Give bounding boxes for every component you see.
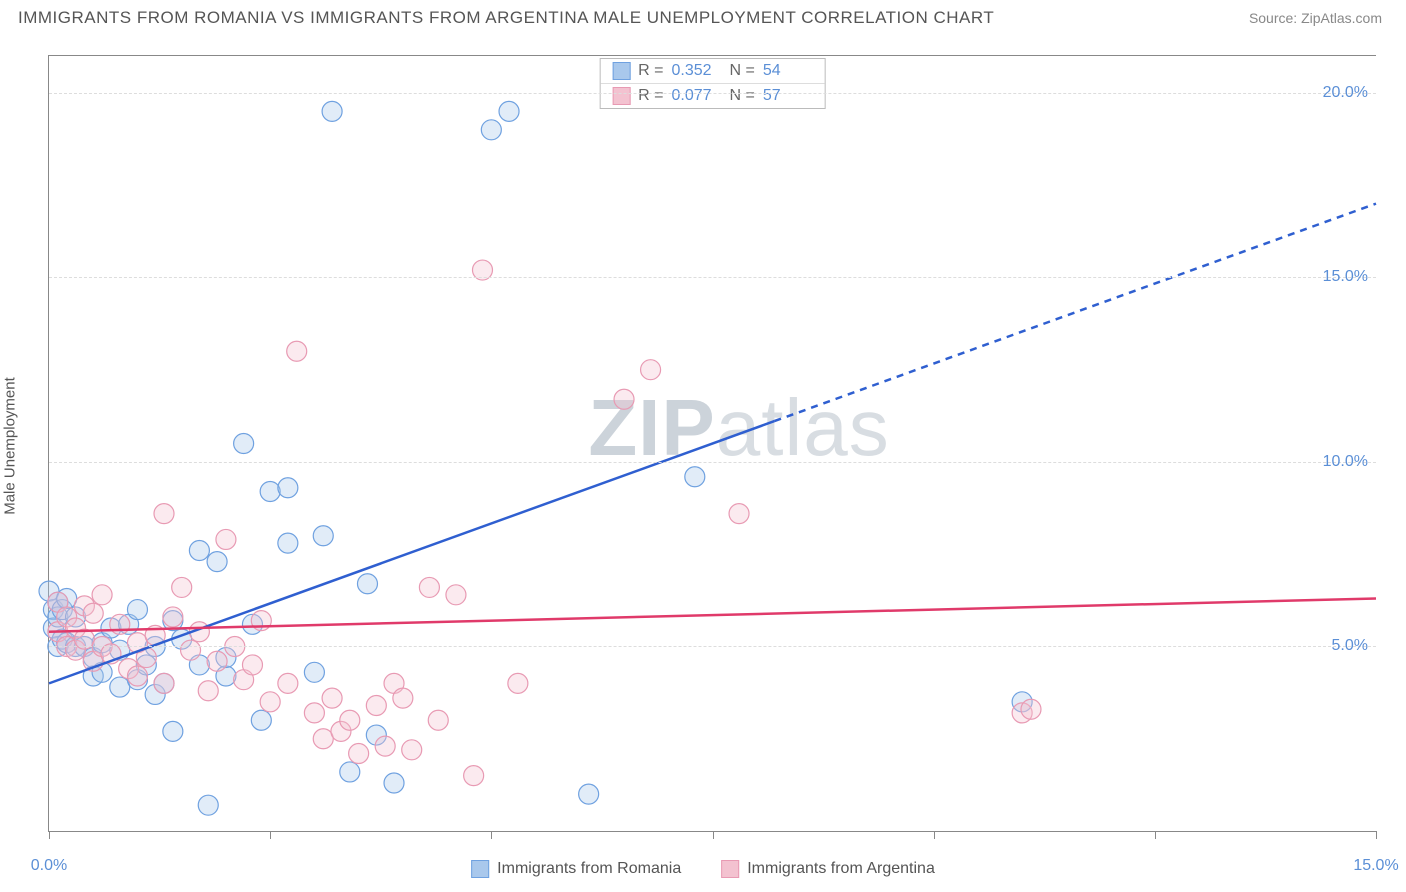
legend-row-romania: R = 0.352 N = 54 [600,59,825,83]
chart-plot-area: ZIPatlas R = 0.352 N = 54 R = 0.077 N = … [48,55,1376,832]
correlation-legend: R = 0.352 N = 54 R = 0.077 N = 57 [599,58,826,109]
x-tick-label-min: 0.0% [31,857,67,875]
y-axis-label: Male Unemployment [2,377,19,515]
swatch-argentina [612,87,630,105]
y-tick-label: 15.0% [1323,268,1368,286]
legend-row-argentina: R = 0.077 N = 57 [600,83,825,108]
y-tick-label: 5.0% [1332,637,1368,655]
swatch-romania [612,62,630,80]
series-legend: Immigrants from Romania Immigrants from … [471,860,935,878]
x-tick-label-max: 15.0% [1353,857,1398,875]
y-tick-label: 20.0% [1323,84,1368,102]
swatch-romania-bottom [471,860,489,878]
chart-title: IMMIGRANTS FROM ROMANIA VS IMMIGRANTS FR… [18,8,994,28]
y-tick-label: 10.0% [1323,453,1368,471]
swatch-argentina-bottom [721,860,739,878]
scatter-svg [49,56,1376,831]
legend-item-romania: Immigrants from Romania [471,860,681,878]
source-attribution: Source: ZipAtlas.com [1249,10,1382,26]
legend-item-argentina: Immigrants from Argentina [721,860,935,878]
